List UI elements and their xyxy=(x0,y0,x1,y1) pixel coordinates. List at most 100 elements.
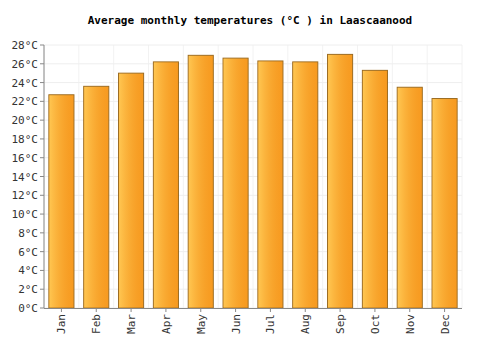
x-tick xyxy=(96,308,97,312)
bar-group xyxy=(293,62,318,308)
bar xyxy=(293,62,318,308)
y-tick-label: 26°C xyxy=(12,58,39,71)
bar-shine xyxy=(224,59,248,308)
bar xyxy=(223,58,248,308)
x-tick-label: Nov xyxy=(404,314,417,334)
bar-group xyxy=(223,58,248,308)
chart-svg: Average monthly temperatures (°C ) in La… xyxy=(0,0,500,350)
bar xyxy=(84,86,109,308)
x-axis xyxy=(44,308,462,309)
bar-group xyxy=(188,55,213,308)
x-tick xyxy=(200,308,201,312)
bar xyxy=(153,62,178,308)
grid-line-y xyxy=(44,45,462,46)
y-tick xyxy=(40,289,44,290)
x-tick-label: Feb xyxy=(90,314,103,334)
x-tick-label: Dec xyxy=(439,314,452,334)
y-tick-label: 24°C xyxy=(12,77,39,90)
x-tick xyxy=(444,308,445,312)
y-tick xyxy=(40,82,44,83)
bar-shine xyxy=(154,62,178,307)
bar-group xyxy=(84,86,109,308)
bar-group xyxy=(432,99,457,308)
x-tick-label: Mar xyxy=(125,314,138,334)
x-tick-label: Sep xyxy=(334,314,347,334)
bar-group xyxy=(153,62,178,308)
y-tick xyxy=(40,138,44,139)
y-tick-label: 22°C xyxy=(12,95,39,108)
y-tick-label: 0°C xyxy=(18,302,38,315)
y-tick-label: 28°C xyxy=(12,39,39,52)
x-tick xyxy=(270,308,271,312)
grid xyxy=(44,45,462,308)
bar-shine xyxy=(189,56,213,308)
y-tick xyxy=(40,45,44,46)
title: Average monthly temperatures (°C ) in La… xyxy=(88,14,413,27)
bar-shine xyxy=(293,62,317,307)
y-tick-label: 12°C xyxy=(12,189,39,202)
y-tick xyxy=(40,251,44,252)
bar xyxy=(49,95,74,308)
x-tick xyxy=(165,308,166,312)
grid-line-y xyxy=(44,82,462,83)
y-tick xyxy=(40,214,44,215)
bar xyxy=(328,54,353,308)
y-tick-label: 18°C xyxy=(12,133,39,146)
x-tick-label: Jun xyxy=(230,314,243,334)
y-tick xyxy=(40,195,44,196)
x-tick-label: Apr xyxy=(160,314,173,334)
x-tick-label: Aug xyxy=(299,314,312,334)
x-tick-label: Jan xyxy=(55,314,68,334)
x-tick xyxy=(61,308,62,312)
x-tick-label: Jul xyxy=(264,314,277,334)
bar-group xyxy=(397,87,422,308)
bar xyxy=(397,87,422,308)
grid-line-x xyxy=(44,45,45,308)
chart-container: Average monthly temperatures (°C ) in La… xyxy=(0,0,500,350)
x-tick xyxy=(305,308,306,312)
y-tick xyxy=(40,120,44,121)
y-tick xyxy=(40,63,44,64)
bar-shine xyxy=(433,99,457,307)
x-tick xyxy=(131,308,132,312)
x-tick xyxy=(409,308,410,312)
bar-group xyxy=(119,73,144,308)
x-tick xyxy=(235,308,236,312)
bar xyxy=(258,61,283,308)
y-tick-label: 10°C xyxy=(12,208,39,221)
bar xyxy=(362,70,387,308)
y-tick-label: 2°C xyxy=(18,283,38,296)
bar-group xyxy=(258,61,283,308)
y-tick xyxy=(40,176,44,177)
y-tick xyxy=(40,308,44,309)
y-tick xyxy=(40,232,44,233)
x-tick-label: May xyxy=(195,314,208,334)
y-tick-label: 20°C xyxy=(12,114,39,127)
bar xyxy=(432,99,457,308)
bar-shine xyxy=(258,61,282,307)
bar-shine xyxy=(119,74,143,308)
bar-shine xyxy=(49,95,73,307)
bar-shine xyxy=(398,88,422,308)
y-tick xyxy=(40,101,44,102)
y-tick-label: 14°C xyxy=(12,171,39,184)
grid-line-y xyxy=(44,63,462,64)
y-tick-label: 4°C xyxy=(18,264,38,277)
bar xyxy=(119,73,144,308)
y-tick-label: 6°C xyxy=(18,246,38,259)
bar-shine xyxy=(328,55,352,308)
x-tick-label: Oct xyxy=(369,314,382,334)
y-tick xyxy=(40,270,44,271)
y-tick xyxy=(40,157,44,158)
y-tick-label: 8°C xyxy=(18,227,38,240)
bar-group xyxy=(49,95,74,308)
y-tick-label: 16°C xyxy=(12,152,39,165)
x-tick xyxy=(340,308,341,312)
y-axis xyxy=(44,45,45,308)
bar-group xyxy=(328,54,353,308)
bar-shine xyxy=(363,71,387,308)
x-tick xyxy=(374,308,375,312)
bars xyxy=(49,54,457,308)
bar-group xyxy=(362,70,387,308)
bar-shine xyxy=(84,87,108,308)
